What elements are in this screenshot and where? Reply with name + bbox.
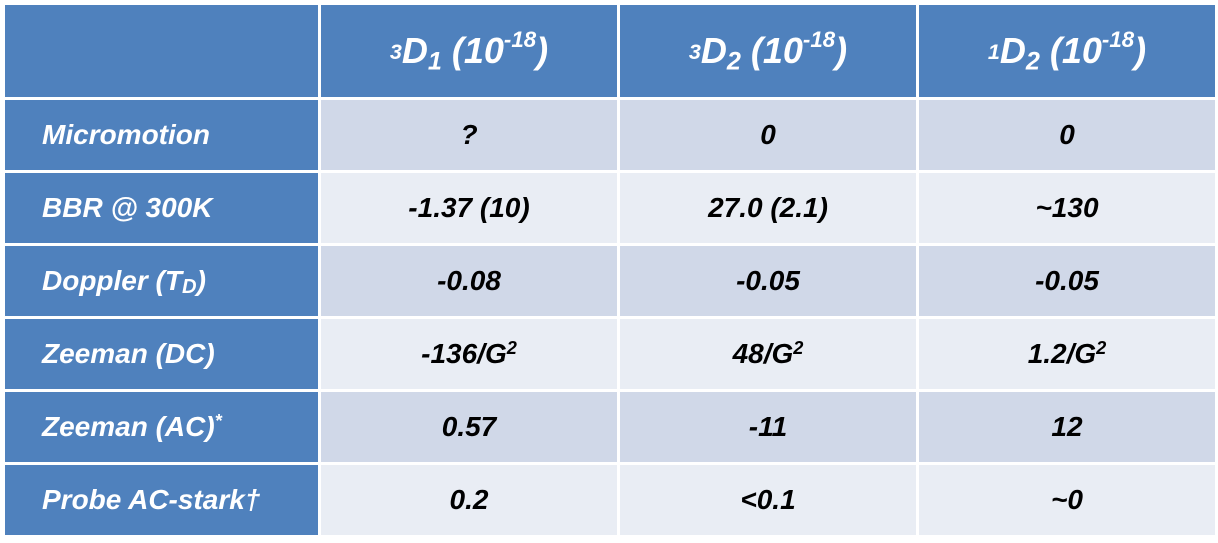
- row-label-main: Doppler (T: [42, 265, 182, 296]
- unit-close: ): [835, 30, 848, 71]
- unit-open: (10: [1039, 30, 1102, 71]
- cell-1d2: 1.2/G2: [919, 319, 1215, 389]
- unit-open: (10: [740, 30, 803, 71]
- unit-exponent: -18: [802, 26, 836, 52]
- term-multiplicity: 3: [688, 38, 701, 64]
- table-row-bbr: BBR @ 300K -1.37 (10) 27.0 (2.1) ~130: [5, 173, 1215, 243]
- cell-3d1: -1.37 (10): [321, 173, 617, 243]
- table-row-micromotion: Micromotion ? 0 0: [5, 100, 1215, 170]
- row-label: Zeeman (DC): [5, 319, 318, 389]
- unit-exponent: -18: [1101, 26, 1135, 52]
- term-letter: D: [700, 30, 727, 71]
- term-j: 1: [427, 47, 442, 76]
- cell-3d2: 27.0 (2.1): [620, 173, 916, 243]
- unit-exponent: -18: [503, 26, 537, 52]
- header-3d1: 3D1 (10-18): [321, 5, 617, 97]
- term-multiplicity: 1: [987, 38, 1000, 64]
- cell-3d2: 48/G2: [620, 319, 916, 389]
- term-j: 2: [726, 47, 741, 76]
- term-multiplicity: 3: [389, 38, 402, 64]
- unit-close: ): [536, 30, 549, 71]
- cell-3d2: -0.05: [620, 246, 916, 316]
- row-label: Doppler (TD): [5, 246, 318, 316]
- cell-value: 48/G: [732, 338, 794, 369]
- row-label-subscript: D: [182, 276, 197, 299]
- row-label: Probe AC-stark†: [5, 465, 318, 535]
- cell-3d2: 0: [620, 100, 916, 170]
- row-label: Micromotion: [5, 100, 318, 170]
- row-label-main: Zeeman (AC): [42, 411, 215, 442]
- cell-1d2: 0: [919, 100, 1215, 170]
- cell-3d1: -136/G2: [321, 319, 617, 389]
- header-3d2: 3D2 (10-18): [620, 5, 916, 97]
- cell-exponent: 2: [506, 337, 517, 358]
- footnote-marker: *: [214, 410, 222, 431]
- term-j: 2: [1025, 47, 1040, 76]
- cell-1d2: 12: [919, 392, 1215, 462]
- table-row-doppler: Doppler (TD) -0.08 -0.05 -0.05: [5, 246, 1215, 316]
- table-row-zeeman-dc: Zeeman (DC) -136/G2 48/G2 1.2/G2: [5, 319, 1215, 389]
- unit-close: ): [1134, 30, 1147, 71]
- term-letter: D: [401, 30, 428, 71]
- cell-3d1: 0.2: [321, 465, 617, 535]
- cell-value: 1.2/G: [1027, 338, 1097, 369]
- cell-3d2: <0.1: [620, 465, 916, 535]
- cell-3d1: 0.57: [321, 392, 617, 462]
- term-letter: D: [999, 30, 1026, 71]
- cell-1d2: -0.05: [919, 246, 1215, 316]
- cell-3d1: ?: [321, 100, 617, 170]
- unit-open: (10: [441, 30, 504, 71]
- cell-exponent: 2: [793, 337, 804, 358]
- cell-1d2: ~130: [919, 173, 1215, 243]
- row-label: BBR @ 300K: [5, 173, 318, 243]
- row-label-end: ): [196, 265, 206, 296]
- header-row: 3D1 (10-18) 3D2 (10-18) 1D2 (10-18): [5, 5, 1215, 97]
- cell-exponent: 2: [1096, 337, 1107, 358]
- cell-1d2: ~0: [919, 465, 1215, 535]
- cell-value: -136/G: [421, 338, 507, 369]
- cell-3d2: -11: [620, 392, 916, 462]
- table-row-zeeman-ac: Zeeman (AC)* 0.57 -11 12: [5, 392, 1215, 462]
- corner-cell: [5, 5, 318, 97]
- row-label: Zeeman (AC)*: [5, 392, 318, 462]
- table-row-probe-ac-stark: Probe AC-stark† 0.2 <0.1 ~0: [5, 465, 1215, 535]
- cell-3d1: -0.08: [321, 246, 617, 316]
- header-1d2: 1D2 (10-18): [919, 5, 1215, 97]
